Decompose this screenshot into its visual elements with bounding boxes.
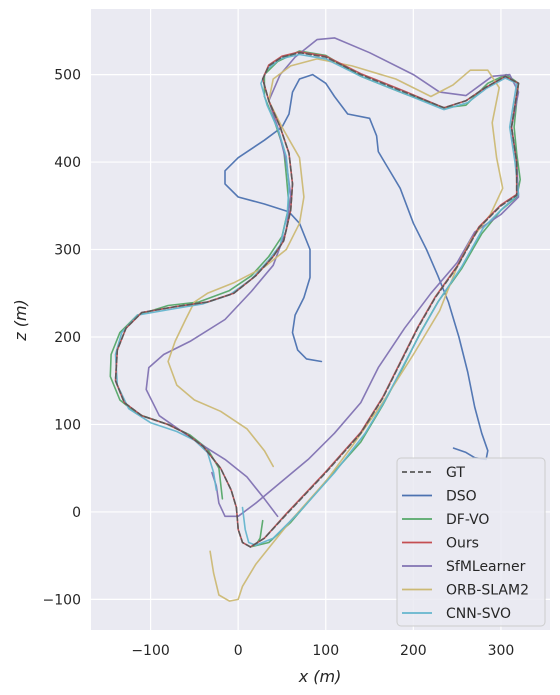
y-tick-label: 200 <box>54 330 81 346</box>
legend-label-dso: DSO <box>446 489 477 505</box>
x-tick-label: 0 <box>234 643 243 659</box>
x-axis-label: x (m) <box>298 667 342 686</box>
tick-labels: −100 0 100 200 300 −100 0 100 200 300 400 500 <box>43 68 515 659</box>
x-tick-label: 100 <box>312 643 339 659</box>
y-tick-label: 300 <box>54 243 81 259</box>
series-line-gt <box>114 51 520 548</box>
x-tick-label: 300 <box>488 643 515 659</box>
y-tick-label: 400 <box>54 155 81 171</box>
x-tick-label: 200 <box>400 643 427 659</box>
legend-label-orb-slam2: ORB-SLAM2 <box>446 583 529 599</box>
legend-label-cnn-svo: CNN-SVO <box>446 606 511 622</box>
series-layer <box>109 37 522 602</box>
legend-label-df-vo: DF-VO <box>446 512 489 528</box>
legend: GT DSO DF-VO Ours SfMLearner ORB-SLAM2 CNN-SVO <box>396 457 546 627</box>
legend-label-ours: Ours <box>446 536 479 552</box>
legend-label-sfmlearner: SfMLearner <box>446 559 526 575</box>
y-tick-label: 100 <box>54 417 81 433</box>
series-line-cnn-svo <box>114 53 520 547</box>
y-tick-label: −100 <box>43 592 81 608</box>
series-line-dso <box>224 73 489 461</box>
y-tick-label: 500 <box>54 68 81 84</box>
series-line-sfmlearner <box>145 37 520 518</box>
y-axis-label: z (m) <box>11 299 30 342</box>
legend-label-gt: GT <box>446 465 465 481</box>
legend-box <box>396 457 546 627</box>
y-tick-label: 0 <box>72 505 81 521</box>
x-tick-label: −100 <box>131 643 169 659</box>
